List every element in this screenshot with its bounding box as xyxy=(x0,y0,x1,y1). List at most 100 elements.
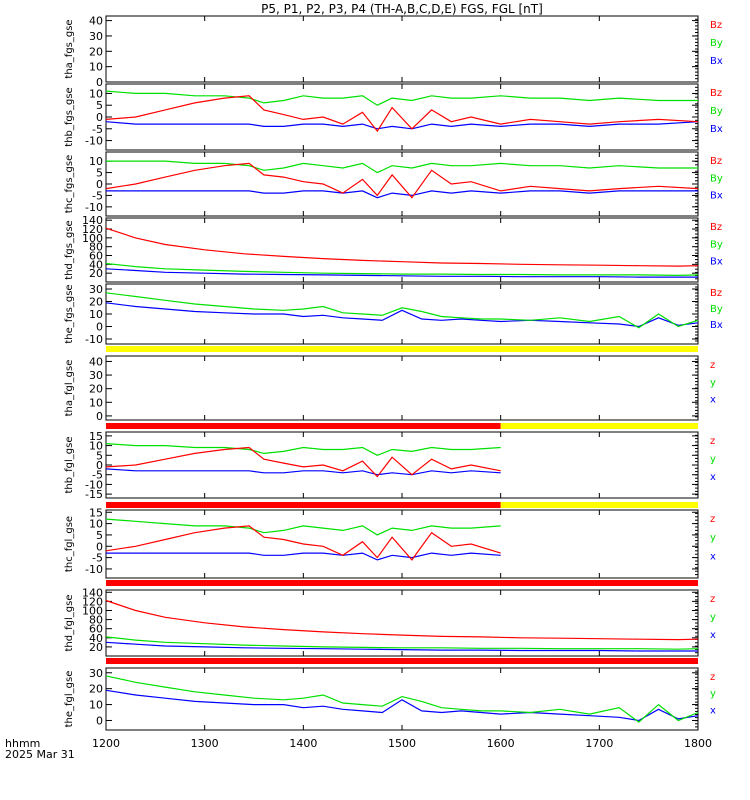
flag-bar-2 xyxy=(106,423,698,429)
series-z-line xyxy=(105,95,699,133)
y-tick-label: 0 xyxy=(96,76,103,89)
flag-bar-1 xyxy=(106,346,698,352)
y-tick-label: 5 xyxy=(96,449,103,462)
x-tick-label: 1700 xyxy=(585,737,613,750)
y-tick-label: 0 xyxy=(96,321,103,334)
legend-entry-z: z xyxy=(710,672,715,683)
y-tick-label: 40 xyxy=(89,15,103,28)
y-tick-label: 5 xyxy=(96,99,103,112)
y-tick-label: 60 xyxy=(89,623,103,636)
flag-segment-yellow xyxy=(500,502,698,508)
flag-bars xyxy=(106,346,698,664)
y-axis-label: thb_fgl_gse xyxy=(64,437,75,494)
y-axis-label: thc_fgs_gse xyxy=(64,155,75,214)
y-tick-label: 30 xyxy=(89,30,103,43)
y-axis-label: thd_fgl_gse xyxy=(64,595,75,652)
series-y-line xyxy=(105,262,699,277)
panel-frame xyxy=(105,509,699,579)
panel-frame xyxy=(105,431,699,499)
y-tick-label: 10 xyxy=(89,518,103,531)
legend-entry-x: x xyxy=(710,395,716,406)
y-tick-label: 40 xyxy=(89,632,103,645)
panel-frame xyxy=(105,151,699,217)
flag-segment-yellow xyxy=(106,346,698,352)
y-tick-label: 10 xyxy=(89,61,103,74)
panel-tha-fgs-gse: 0 10 20 30 40 tha_fgs_gse Bz By Bx xyxy=(64,15,723,89)
flag-segment-red xyxy=(106,658,698,664)
y-tick-label: 20 xyxy=(89,383,103,396)
y-tick-label: -5 xyxy=(92,552,103,565)
legend-entry-bx: Bx xyxy=(710,56,723,67)
legend-entry-bz: Bz xyxy=(710,222,722,233)
y-axis-label: tha_fgl_gse xyxy=(64,360,75,417)
x-tick-label: 1600 xyxy=(487,737,515,750)
series-z-line xyxy=(105,162,699,199)
series-x-line xyxy=(105,121,699,130)
y-tick-label: -5 xyxy=(92,189,103,202)
panel-frame xyxy=(105,283,699,345)
y-tick-label: 140 xyxy=(82,586,103,599)
legend-entry-z: z xyxy=(710,360,715,371)
y-tick-label: 0 xyxy=(96,178,103,191)
y-tick-label: 100 xyxy=(82,604,103,617)
legend-entry-y: y xyxy=(710,612,716,623)
series-x-line xyxy=(105,468,501,476)
legend-entry-bz: Bz xyxy=(710,20,722,31)
y-tick-label: 140 xyxy=(82,214,103,227)
flag-segment-yellow xyxy=(500,423,698,429)
y-tick-label: 15 xyxy=(89,430,103,443)
y-tick-label: -5 xyxy=(92,123,103,136)
y-axis-label: thc_fgl_gse xyxy=(64,516,75,572)
legend-entry-z: z xyxy=(710,514,715,525)
y-axis-label: thd_fgs_gse xyxy=(64,220,75,279)
y-tick-label: 60 xyxy=(89,250,103,263)
series-y-line xyxy=(105,675,699,723)
flag-bar-5 xyxy=(106,658,698,664)
y-tick-label: 100 xyxy=(82,232,103,245)
y-tick-label: -10 xyxy=(85,478,103,491)
y-tick-label: 10 xyxy=(89,396,103,409)
y-tick-label: -10 xyxy=(85,333,103,346)
legend-entry-y: y xyxy=(710,377,716,388)
flag-segment-red xyxy=(106,580,698,586)
y-tick-label: 10 xyxy=(89,155,103,168)
legend-entry-x: x xyxy=(710,472,716,483)
legend-entry-y: y xyxy=(710,454,716,465)
legend-entry-by: By xyxy=(710,304,723,315)
y-tick-label: 30 xyxy=(89,369,103,382)
y-tick-label: 30 xyxy=(89,283,103,296)
flag-bar-3 xyxy=(106,502,698,508)
y-tick-label: 20 xyxy=(89,683,103,696)
time-axis: 1200 1300 1400 1500 1600 1700 1800 xyxy=(92,16,712,750)
y-axis-label: the_fgs_gse xyxy=(64,284,75,343)
legend-entry-bz: Bz xyxy=(710,156,722,167)
legend-entry-by: By xyxy=(710,173,723,184)
legend-entry-y: y xyxy=(710,689,716,700)
panel-frame xyxy=(105,355,699,421)
panel-frame xyxy=(105,83,699,151)
y-tick-label: -15 xyxy=(85,488,103,501)
y-tick-label: 80 xyxy=(89,241,103,254)
y-axis-label: thb_fgs_gse xyxy=(64,87,75,146)
y-tick-label: 0 xyxy=(96,459,103,472)
y-tick-label: 5 xyxy=(96,529,103,542)
x-tick-label: 1400 xyxy=(289,737,317,750)
panel-frame xyxy=(105,15,699,83)
legend-entry-bx: Bx xyxy=(710,320,723,331)
series-x-line xyxy=(105,302,699,328)
series-z-line xyxy=(105,446,501,478)
y-tick-label: 10 xyxy=(89,308,103,321)
series-y-line xyxy=(105,292,699,329)
plot-title: P5, P1, P2, P3, P4 (TH-A,B,C,D,E) FGS, F… xyxy=(261,2,543,16)
series-y-line xyxy=(105,636,699,650)
legend-entry-bz: Bz xyxy=(710,288,722,299)
y-tick-label: -10 xyxy=(85,201,103,214)
series-x-line xyxy=(105,689,699,722)
y-axis-label: tha_fgs_gse xyxy=(64,19,75,78)
